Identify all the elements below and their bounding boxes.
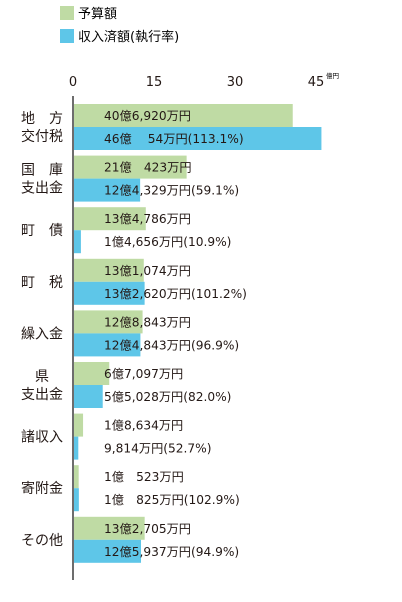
data-label-actual: 46億 54万円(113.1%): [104, 132, 244, 146]
data-label-budget: 6億7,097万円: [104, 367, 183, 381]
x-tick-label: 45: [308, 75, 325, 90]
legend-label-budget: 予算額: [78, 7, 117, 22]
bars: 40億6,920万円 46億 54万円(113.1%) 21億 423万円 12億4,…: [73, 104, 322, 563]
data-label-budget: 1億 523万円: [104, 470, 184, 484]
data-label-actual: 12億4,843万円(96.9%): [104, 338, 239, 352]
data-label-actual: 1億 825万円(102.9%): [104, 493, 240, 507]
legend-label-actual: 収入済額(執行率): [78, 29, 179, 45]
x-tick-label: 0: [69, 75, 77, 90]
legend-swatch-budget: [60, 6, 74, 20]
bar-budget: [73, 362, 110, 385]
legend: 予算額 収入済額(執行率): [60, 6, 179, 45]
bar-budget: [73, 258, 144, 282]
bar-actual: [73, 281, 145, 305]
bar-actual: [73, 488, 79, 512]
unit-label: 億円: [326, 71, 339, 80]
data-label-budget: 12億8,843万円: [104, 315, 191, 329]
category-label: 支出金: [21, 387, 63, 403]
category-label: 寄附金: [21, 480, 63, 497]
legend-swatch-actual: [60, 29, 74, 43]
category-label: 交付税: [21, 128, 63, 145]
x-axis-ticks: 0 15 30 45: [69, 75, 324, 90]
category-label: 町 債: [21, 223, 63, 239]
bar-budget: [73, 516, 145, 540]
data-label-budget: 13億2,705万円: [104, 522, 191, 536]
bar-actual: [73, 385, 103, 408]
x-tick-label: 30: [227, 75, 244, 90]
bar-budget: [73, 310, 143, 334]
bar-actual: [73, 230, 81, 254]
bar-budget: [73, 413, 84, 437]
category-label: 繰入金: [21, 326, 63, 342]
bar-actual: [73, 539, 142, 563]
category-label: その他: [21, 533, 63, 549]
data-label-budget: 40億6,920万円: [104, 109, 191, 123]
bar-actual: [73, 127, 322, 150]
category-label: 諸収入: [21, 430, 63, 446]
category-label: 県: [35, 369, 49, 385]
data-label-actual: 12億4,329万円(59.1%): [104, 184, 239, 198]
category-label: 国 庫: [21, 162, 63, 179]
data-label-actual: 1億4,656万円(10.9%): [104, 235, 231, 249]
bar-budget: [73, 155, 187, 179]
category-label: 支出金: [21, 181, 63, 197]
data-label-budget: 13億1,074万円: [104, 264, 191, 278]
data-label-actual: 12億5,937万円(94.9%): [104, 545, 239, 559]
data-label-actual: 5億5,028万円(82.0%): [104, 390, 231, 404]
data-label-actual: 9,814万円(52.7%): [104, 442, 212, 456]
x-tick-label: 15: [146, 75, 163, 90]
category-label: 町 税: [21, 275, 63, 291]
bar-actual: [73, 178, 141, 202]
bar-budget: [73, 207, 146, 231]
category-label: 地 方: [21, 111, 63, 127]
bar-budget: [73, 465, 79, 489]
data-label-budget: 13億4,786万円: [104, 212, 191, 226]
data-label-budget: 1億8,634万円: [104, 419, 183, 433]
data-label-budget: 21億 423万円: [104, 161, 192, 175]
bar-actual: [73, 436, 79, 460]
bar-actual: [73, 333, 141, 357]
bar-budget: [73, 104, 293, 127]
data-label-actual: 13億2,620万円(101.2%): [104, 287, 247, 301]
